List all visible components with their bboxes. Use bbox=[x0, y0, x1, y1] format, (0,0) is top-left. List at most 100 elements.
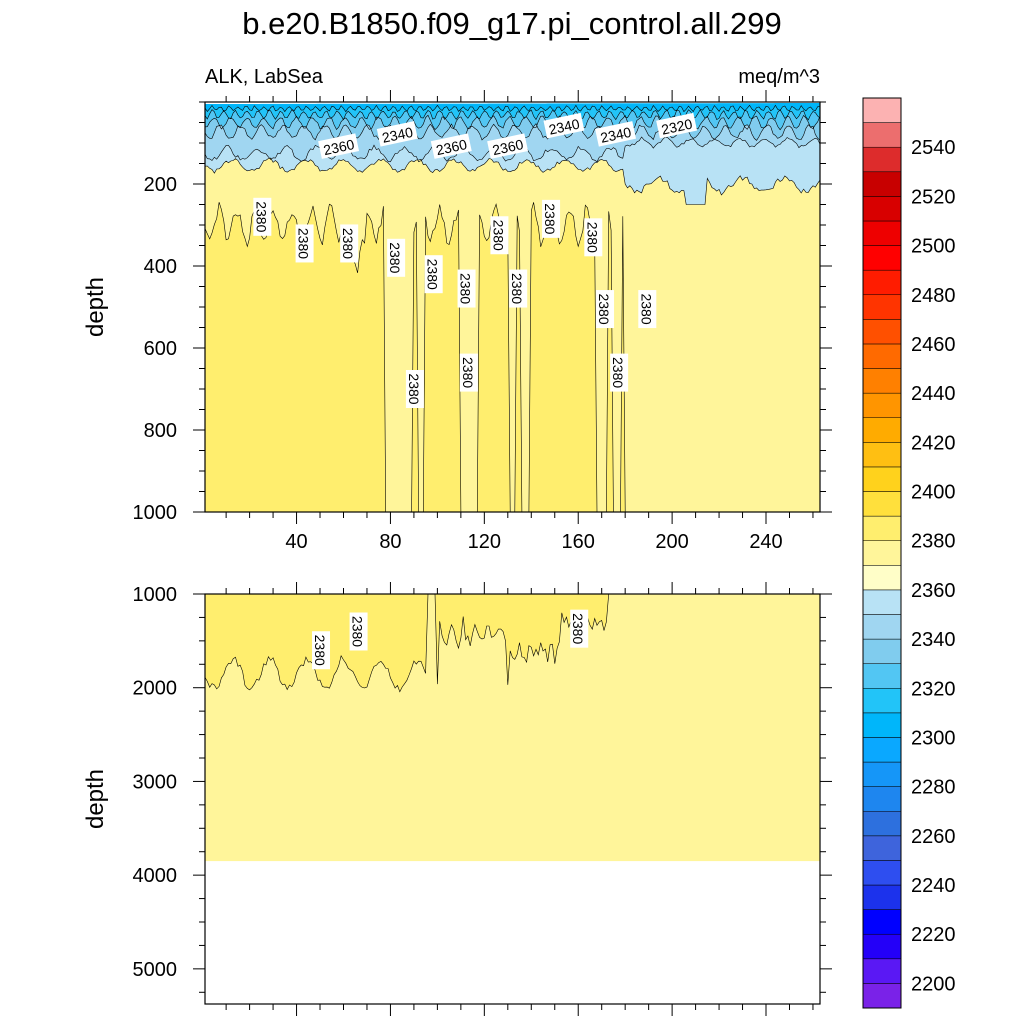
x-tick-label: 120 bbox=[468, 531, 501, 553]
contour-label-20: 2380 bbox=[459, 353, 478, 392]
contour-label-10: 2380 bbox=[387, 238, 406, 277]
y-tick-label: 4000 bbox=[133, 865, 178, 887]
x-tick-label: 200 bbox=[655, 531, 688, 553]
contour-label-text: 2340 bbox=[547, 115, 581, 137]
contour-label-text: 2320 bbox=[660, 115, 694, 137]
colorbar-frame bbox=[862, 97, 902, 1009]
colorbar-swatch bbox=[862, 810, 902, 837]
contour-label-bg bbox=[253, 197, 272, 236]
contour-label-7: 2380 bbox=[253, 197, 272, 236]
contour-label-3: 2360 bbox=[487, 133, 529, 159]
contour-label-2: 2360 bbox=[430, 133, 472, 159]
colorbar: 2200 2220 2240 2260 2280 2300 2320 2340 2360 2380… bbox=[862, 97, 956, 1009]
contour-label-12: 2380 bbox=[457, 269, 476, 308]
y-tick-label: 400 bbox=[144, 256, 177, 278]
contour-label-15: 2380 bbox=[542, 199, 561, 238]
colorbar-swatch bbox=[862, 589, 902, 615]
colorbar-swatch bbox=[862, 860, 902, 886]
contour-label-bg bbox=[387, 238, 406, 277]
contour-label-0: 2360 bbox=[318, 133, 360, 159]
contour-label-text: 2380 bbox=[638, 293, 654, 324]
colorbar-label: 2520 bbox=[911, 186, 956, 208]
colorbar-label: 2420 bbox=[911, 432, 956, 454]
colorbar-swatch bbox=[862, 294, 902, 320]
colorbar-swatch bbox=[862, 663, 902, 689]
colorbar-label: 2320 bbox=[911, 678, 956, 700]
contour-label-bg bbox=[595, 121, 637, 147]
colorbar-swatch bbox=[862, 368, 902, 394]
colorbar-swatch bbox=[862, 245, 902, 271]
colorbar-swatch bbox=[862, 933, 902, 960]
contour-2350 bbox=[205, 136, 820, 163]
colorbar-swatch bbox=[862, 737, 902, 763]
colorbar-label: 2460 bbox=[911, 334, 956, 356]
y-axis-label: depth bbox=[82, 277, 109, 337]
contour-label-bg bbox=[459, 353, 478, 392]
colorbar-swatch bbox=[862, 122, 902, 148]
land-mask bbox=[205, 861, 820, 1004]
contour-label-bg bbox=[312, 631, 331, 670]
contour-label-text: 2360 bbox=[322, 136, 356, 158]
colorbar-swatch bbox=[862, 638, 902, 664]
contour-label-1: 2340 bbox=[376, 121, 418, 147]
contour-label-text: 2380 bbox=[425, 259, 441, 290]
x-tick-label: 160 bbox=[562, 531, 595, 553]
contour-label-text: 2340 bbox=[599, 124, 633, 146]
colorbar-swatch bbox=[862, 688, 902, 714]
colorbar-swatch bbox=[862, 761, 902, 787]
contour-label-9: 2380 bbox=[340, 224, 359, 263]
contour-label-bg bbox=[430, 133, 472, 159]
contour-label-11: 2380 bbox=[424, 255, 443, 294]
colorbar-label: 2300 bbox=[911, 727, 956, 749]
contour-label-8: 2380 bbox=[295, 224, 314, 263]
colorbar-swatch bbox=[862, 466, 902, 492]
band-2380 bbox=[205, 202, 820, 512]
plot-frame bbox=[204, 593, 821, 1005]
colorbar-swatch bbox=[862, 712, 902, 738]
colorbar-label: 2240 bbox=[911, 875, 956, 897]
contour-label-bg bbox=[584, 218, 603, 257]
colorbar-swatch bbox=[862, 220, 902, 246]
contour-label-4: 2340 bbox=[543, 112, 585, 139]
colorbar-swatch bbox=[862, 515, 902, 541]
contour-label-bg bbox=[638, 290, 657, 329]
y-axis-label: depth bbox=[82, 769, 109, 829]
colorbar-swatch bbox=[862, 909, 902, 935]
lower-panel: 2380 2380 2380 1000 2000 3000 4000 5000 depth bbox=[82, 582, 832, 1016]
contour-2330 bbox=[205, 114, 820, 131]
contour-label-18: 2380 bbox=[638, 290, 657, 329]
contour-2370 bbox=[205, 157, 820, 205]
contour-label-text: 2380 bbox=[340, 228, 356, 259]
y-tick-label: 5000 bbox=[133, 959, 178, 981]
contour-label-5: 2340 bbox=[595, 121, 637, 147]
colorbar-label: 2500 bbox=[911, 236, 956, 258]
contour-label-21: 2380 bbox=[610, 353, 629, 392]
contour-label-6: 2320 bbox=[656, 112, 698, 139]
contour-2380 bbox=[205, 594, 820, 693]
contour-label-bg bbox=[340, 224, 359, 263]
contour-label-bg bbox=[295, 224, 314, 263]
contour-label-bg bbox=[318, 133, 360, 159]
contour-label-bg bbox=[509, 269, 528, 308]
contour-label-1: 2380 bbox=[349, 612, 368, 651]
contour-label-text: 2340 bbox=[381, 124, 415, 146]
chart-title: b.e20.B1850.f09_g17.pi_control.all.299 bbox=[242, 6, 782, 41]
contour-label-text: 2380 bbox=[610, 357, 626, 388]
contour-label-bg bbox=[610, 353, 629, 392]
colorbar-swatch bbox=[862, 565, 902, 591]
colorbar-label: 2340 bbox=[911, 629, 956, 651]
contour-label-bg bbox=[424, 255, 443, 294]
y-tick-label: 800 bbox=[144, 420, 177, 442]
contour-label-text: 2380 bbox=[350, 616, 366, 647]
colorbar-label: 2280 bbox=[911, 777, 956, 799]
contour-label-2: 2380 bbox=[570, 609, 589, 648]
contour-label-text: 2360 bbox=[491, 136, 525, 158]
colorbar-swatch bbox=[862, 196, 902, 222]
contour-label-text: 2380 bbox=[596, 293, 612, 324]
contour-label-bg bbox=[457, 269, 476, 308]
colorbar-swatch bbox=[862, 343, 902, 369]
contour-label-text: 2380 bbox=[458, 273, 474, 304]
colorbar-swatch bbox=[862, 958, 902, 984]
colorbar-swatch bbox=[862, 97, 902, 123]
